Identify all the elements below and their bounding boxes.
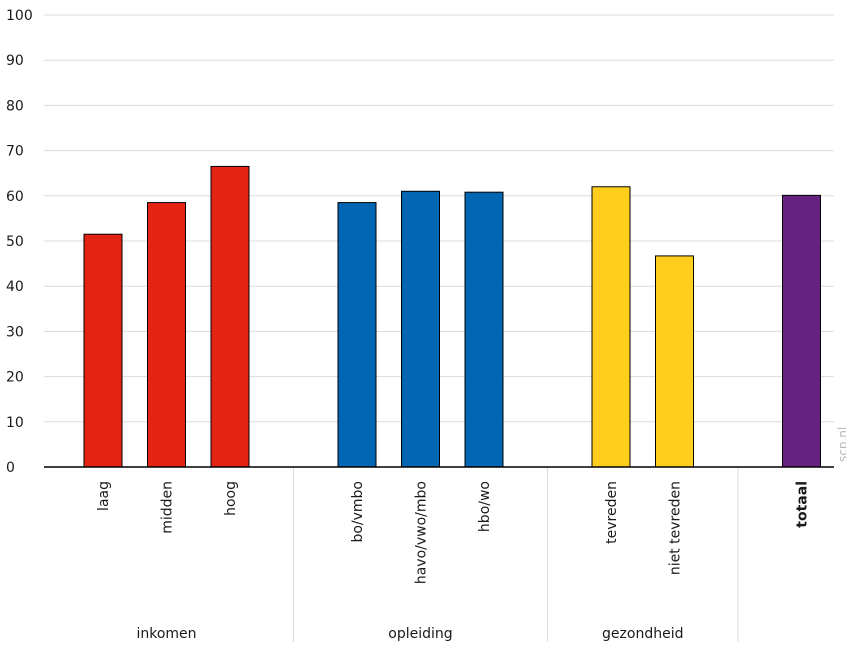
bar-midden (147, 202, 186, 468)
y-tick-label: 30 (6, 324, 24, 340)
group-label: inkomen (136, 626, 196, 642)
x-category-label: hbo/wo (477, 481, 493, 532)
x-category-label: totaal (795, 481, 811, 528)
group-separators (293, 467, 739, 642)
x-category-label: laag (96, 481, 112, 511)
bars (83, 165, 821, 468)
bar-tevreden (591, 186, 631, 468)
bar-niet-tevreden (655, 255, 694, 468)
group-label: gezondheid (602, 626, 683, 642)
y-tick-label: 50 (6, 234, 24, 250)
x-category-label: tevreden (604, 481, 620, 544)
x-category-label: havo/vwo/mbo (414, 481, 430, 584)
bar-totaal (782, 194, 821, 468)
y-tick-label: 0 (6, 460, 15, 476)
bar-hbo-wo (464, 191, 504, 468)
y-tick-label: 10 (6, 415, 24, 431)
group-label: opleiding (388, 626, 452, 642)
y-tick-label: 70 (6, 144, 24, 160)
y-tick-label: 90 (6, 53, 24, 69)
x-category-label: bo/vmbo (350, 481, 366, 543)
y-tick-label: 40 (6, 279, 24, 295)
x-axis-categories: laag midden hoog bo/vmbo havo/vwo/mbo hbo/wo t… (96, 481, 811, 584)
x-category-label: midden (160, 481, 176, 534)
bar-hoog (210, 165, 250, 468)
y-tick-label: 100 (6, 8, 33, 24)
y-axis-ticks: 0 10 20 30 40 50 60 70 80 90 100 (6, 8, 33, 476)
watermark: scp.nl (836, 427, 846, 462)
bar-bo-vmbo (337, 202, 377, 468)
group-labels: inkomen opleiding gezondheid (136, 626, 683, 642)
bar-laag (83, 233, 123, 468)
y-tick-label: 80 (6, 98, 24, 114)
bar-havo-vwo-mbo (401, 190, 440, 468)
x-category-label: niet tevreden (668, 481, 684, 575)
y-tick-label: 60 (6, 189, 24, 205)
y-tick-label: 20 (6, 370, 24, 386)
x-category-label: hoog (223, 481, 239, 516)
